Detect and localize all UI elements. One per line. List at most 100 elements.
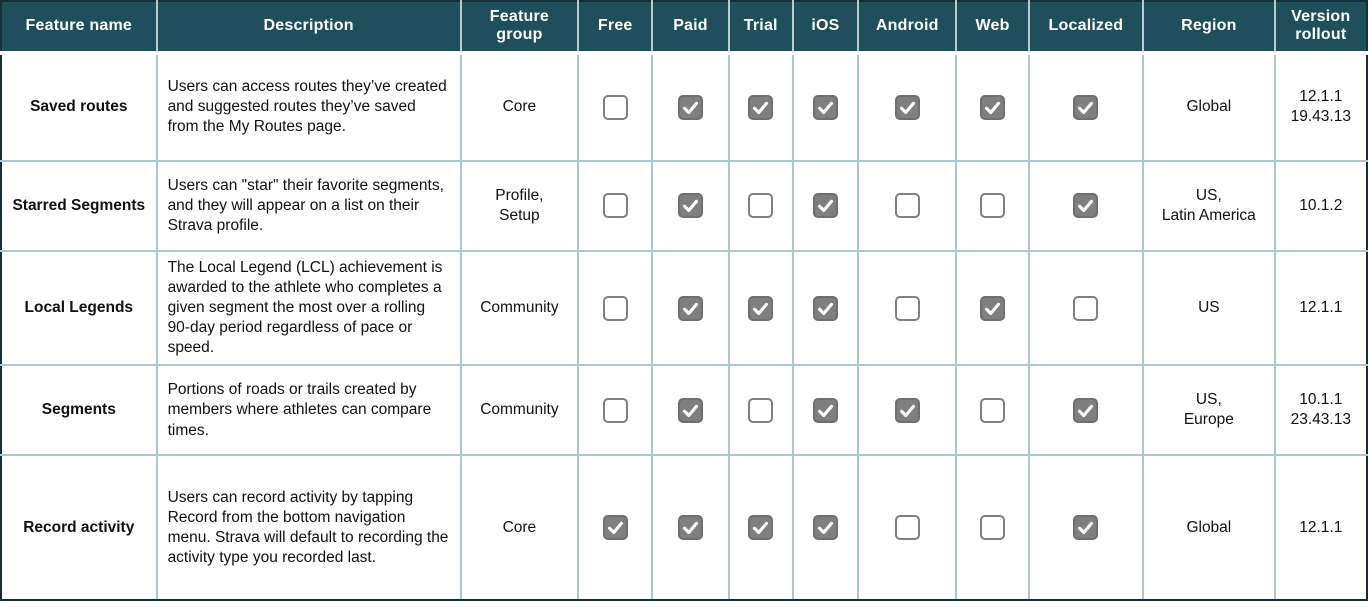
check-icon [817, 522, 833, 535]
check-icon [817, 404, 833, 418]
description-cell: Users can record activity by tapping Rec… [156, 455, 462, 602]
paid-cell [652, 250, 730, 367]
checkbox-checked[interactable] [677, 94, 703, 120]
column-header-version_rollout: Version rollout [1274, 0, 1368, 55]
checkbox-unchecked[interactable] [748, 397, 774, 423]
region-cell: Global [1143, 455, 1276, 602]
localized-cell [1028, 160, 1145, 252]
web-cell [956, 455, 1030, 602]
checkbox-checked[interactable] [812, 397, 838, 423]
check-icon [985, 302, 1001, 315]
version-rollout-cell: 12.1.1 [1274, 250, 1368, 367]
checkbox-unchecked[interactable] [980, 515, 1006, 541]
checkbox-unchecked[interactable] [602, 193, 628, 219]
column-header-trial: Trial [728, 0, 794, 55]
localized-cell [1028, 52, 1145, 162]
table-body: Saved routes Users can access routes they… [1, 52, 1368, 602]
android-cell [858, 365, 958, 457]
checkbox-checked[interactable] [1073, 397, 1099, 423]
checkbox-unchecked[interactable] [748, 193, 774, 219]
trial-cell [728, 455, 794, 602]
trial-cell [728, 365, 794, 457]
localized-cell [1028, 250, 1145, 367]
web-cell [956, 52, 1030, 162]
checkbox-unchecked[interactable] [1073, 295, 1099, 321]
free-cell [578, 365, 654, 457]
localized-cell [1028, 455, 1145, 602]
free-cell [578, 52, 654, 162]
check-icon [753, 522, 769, 535]
column-header-feature_name: Feature name [1, 0, 158, 55]
checkbox-checked[interactable] [677, 515, 703, 541]
column-header-localized: Localized [1028, 0, 1145, 55]
checkbox-checked[interactable] [812, 94, 838, 120]
web-cell [956, 250, 1030, 367]
checkbox-checked[interactable] [1073, 193, 1099, 219]
check-icon [817, 200, 833, 213]
paid-cell [652, 365, 730, 457]
version-rollout-cell: 10.1.1 23.43.13 [1274, 365, 1368, 457]
table-header: Feature name Description Feature group Free… [1, 0, 1368, 55]
checkbox-unchecked[interactable] [602, 94, 628, 120]
region-cell: Global [1143, 52, 1276, 162]
table-row: Record activity Users can record activity… [1, 455, 1368, 602]
checkbox-unchecked[interactable] [980, 397, 1006, 423]
trial-cell [728, 160, 794, 252]
free-cell [578, 250, 654, 367]
check-icon [682, 404, 699, 418]
checkbox-checked[interactable] [748, 94, 774, 120]
feature-group-cell: Community [460, 250, 580, 367]
column-header-web: Web [956, 0, 1030, 55]
checkbox-unchecked[interactable] [894, 515, 920, 541]
checkbox-checked[interactable] [980, 295, 1006, 321]
feature-group-cell: Profile, Setup [460, 160, 580, 252]
checkbox-checked[interactable] [748, 515, 774, 541]
region-cell: US, Europe [1143, 365, 1276, 457]
checkbox-checked[interactable] [812, 295, 838, 321]
checkbox-checked[interactable] [1073, 515, 1099, 541]
region-cell: US [1143, 250, 1276, 367]
table-row: Local Legends The Local Legend (LCL) achi… [1, 250, 1368, 367]
checkbox-checked[interactable] [602, 515, 628, 541]
description-cell: Users can "star" their favorite segments… [156, 160, 462, 252]
table-row: Saved routes Users can access routes they… [1, 52, 1368, 162]
checkbox-checked[interactable] [894, 94, 920, 120]
android-cell [858, 250, 958, 367]
checkbox-unchecked[interactable] [894, 193, 920, 219]
region-cell: US, Latin America [1143, 160, 1276, 252]
feature-name-cell: Segments [1, 365, 158, 457]
checkbox-checked[interactable] [812, 515, 838, 541]
checkbox-checked[interactable] [748, 295, 774, 321]
free-cell [578, 160, 654, 252]
checkbox-unchecked[interactable] [894, 295, 920, 321]
column-header-android: Android [858, 0, 958, 55]
checkbox-unchecked[interactable] [602, 397, 628, 423]
check-icon [682, 200, 699, 213]
checkbox-checked[interactable] [677, 397, 703, 423]
column-header-feature_group: Feature group [460, 0, 580, 55]
check-icon [753, 101, 769, 114]
checkbox-unchecked[interactable] [980, 193, 1006, 219]
ios-cell [792, 52, 860, 162]
checkbox-checked[interactable] [980, 94, 1006, 120]
description-cell: Users can access routes they’ve created … [156, 52, 462, 162]
check-icon [1078, 404, 1094, 418]
table-row: Starred Segments Users can "star" their f… [1, 160, 1368, 252]
feature-group-cell: Core [460, 52, 580, 162]
version-rollout-cell: 10.1.2 [1274, 160, 1368, 252]
checkbox-unchecked[interactable] [602, 295, 628, 321]
free-cell [578, 455, 654, 602]
checkbox-checked[interactable] [812, 193, 838, 219]
check-icon [682, 522, 699, 535]
checkbox-checked[interactable] [894, 397, 920, 423]
check-icon [1078, 522, 1094, 535]
feature-name-cell: Local Legends [1, 250, 158, 367]
checkbox-checked[interactable] [1073, 94, 1099, 120]
feature-name-cell: Starred Segments [1, 160, 158, 252]
checkbox-checked[interactable] [677, 295, 703, 321]
checkbox-checked[interactable] [677, 193, 703, 219]
column-header-region: Region [1143, 0, 1276, 55]
ios-cell [792, 455, 860, 602]
column-header-paid: Paid [652, 0, 730, 55]
